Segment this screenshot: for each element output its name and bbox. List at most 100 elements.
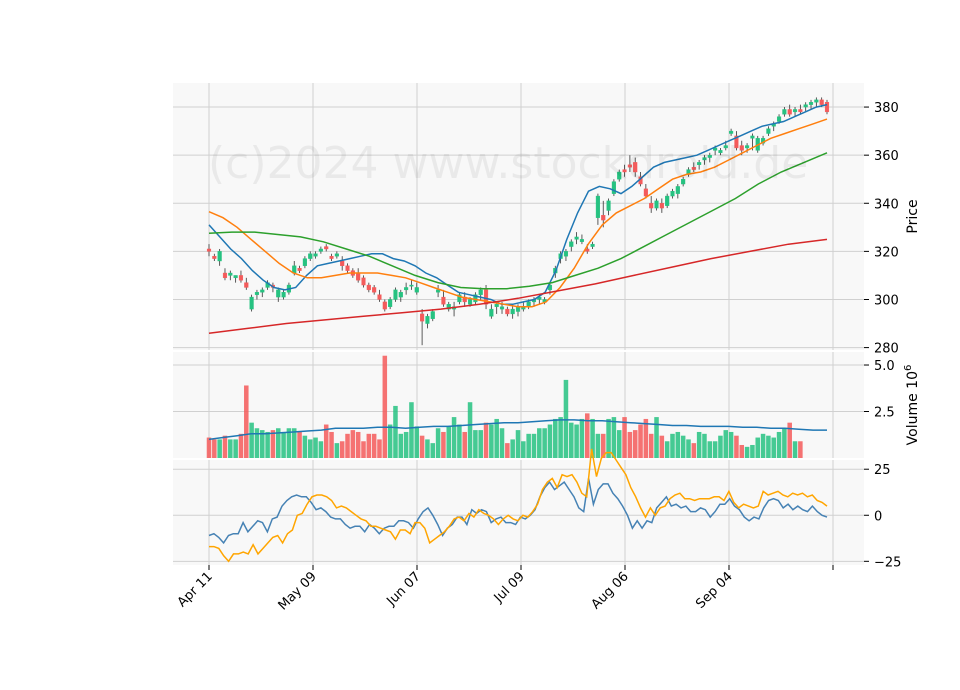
volume-bar-106 bbox=[771, 437, 776, 458]
candle-body-100 bbox=[739, 145, 744, 151]
candle-body-51 bbox=[478, 289, 483, 295]
volume-bar-40 bbox=[419, 435, 425, 458]
volume-bar-100 bbox=[739, 444, 745, 458]
volume-bar-27 bbox=[350, 430, 356, 458]
volume-bar-62 bbox=[537, 428, 542, 458]
candle-body-87 bbox=[670, 191, 675, 197]
volume-bar-92 bbox=[696, 431, 702, 458]
candle-body-112 bbox=[803, 104, 808, 108]
candle-body-13 bbox=[276, 289, 281, 298]
volume-bar-33 bbox=[382, 355, 388, 458]
candle-body-82 bbox=[643, 188, 648, 197]
volume-bar-44 bbox=[441, 431, 446, 458]
candle-body-49 bbox=[467, 299, 473, 305]
volume-bar-22 bbox=[323, 424, 329, 458]
volume-bar-98 bbox=[728, 431, 734, 458]
volume-bar-69 bbox=[574, 424, 579, 458]
candle-body-50 bbox=[473, 294, 478, 303]
candle-body-73 bbox=[595, 195, 600, 218]
candle-body-8 bbox=[249, 296, 254, 310]
candle-body-34 bbox=[388, 299, 393, 307]
volume-bar-79 bbox=[627, 431, 633, 458]
volume-bar-64 bbox=[547, 424, 553, 458]
volume-bar-17 bbox=[297, 431, 302, 458]
volume-bar-39 bbox=[414, 426, 420, 458]
oscillator-panel-background bbox=[173, 460, 864, 565]
candle-body-26 bbox=[345, 265, 350, 271]
volume-bar-30 bbox=[366, 433, 372, 458]
candle-body-19 bbox=[308, 253, 313, 259]
price-axis-title: Price bbox=[905, 199, 921, 233]
candle-body-7 bbox=[244, 282, 249, 288]
candle-body-91 bbox=[691, 166, 696, 170]
candle-body-17 bbox=[297, 268, 302, 271]
x-tick-label-1: May 09 bbox=[276, 569, 320, 613]
candle-body-14 bbox=[281, 292, 286, 298]
volume-bar-55 bbox=[499, 428, 505, 458]
volume-bar-52 bbox=[483, 422, 489, 458]
candle-body-1 bbox=[212, 255, 217, 259]
volume-bar-68 bbox=[569, 422, 574, 458]
volume-bar-57 bbox=[510, 439, 515, 458]
candle-body-79 bbox=[627, 164, 632, 168]
volume-bar-0 bbox=[206, 437, 212, 458]
candle-body-83 bbox=[649, 203, 654, 209]
moving-average-line-4 bbox=[208, 238, 828, 334]
volume-bar-91 bbox=[691, 443, 697, 458]
candle-body-44 bbox=[441, 296, 446, 305]
volume-bar-81 bbox=[638, 424, 643, 458]
volume-bar-34 bbox=[387, 424, 393, 458]
candle-body-47 bbox=[457, 294, 462, 303]
candle-body-99 bbox=[734, 135, 739, 149]
volume-bar-53 bbox=[489, 424, 494, 458]
volume-bar-77 bbox=[616, 430, 622, 458]
candle-body-22 bbox=[324, 246, 329, 250]
volume-bar-9 bbox=[254, 428, 260, 458]
volume-bar-1 bbox=[212, 439, 217, 458]
candle-body-35 bbox=[393, 289, 398, 300]
volume-bar-61 bbox=[531, 433, 537, 458]
volume-bar-42 bbox=[430, 443, 436, 458]
volume-bar-72 bbox=[590, 418, 595, 458]
x-tick-label-5: Sep 04 bbox=[693, 569, 736, 612]
volume-bar-35 bbox=[393, 405, 398, 458]
volume-bar-58 bbox=[515, 430, 521, 458]
candle-body-39 bbox=[414, 287, 419, 293]
chart-panels: 280 300 320 340 360 380 Price 2.5 5.0 Volume 106 −… bbox=[173, 83, 921, 613]
candle-body-77 bbox=[617, 171, 622, 180]
x-tick-label-3: Jul 09 bbox=[491, 569, 528, 606]
volume-bar-36 bbox=[398, 433, 404, 458]
volume-bar-78 bbox=[622, 417, 627, 458]
volume-bar-99 bbox=[734, 435, 739, 458]
candle-body-40 bbox=[420, 313, 425, 322]
volume-bar-95 bbox=[712, 441, 718, 458]
volume-bar-88 bbox=[675, 431, 681, 458]
candle-body-24 bbox=[334, 253, 339, 257]
candle-body-0 bbox=[206, 248, 212, 252]
candle-body-43 bbox=[436, 289, 441, 293]
volume-bar-110 bbox=[792, 441, 798, 458]
volume-bar-84 bbox=[654, 417, 659, 458]
candle-body-67 bbox=[563, 251, 569, 257]
volume-bar-66 bbox=[558, 417, 563, 458]
candle-body-54 bbox=[494, 304, 499, 307]
volume-bar-5 bbox=[233, 439, 238, 458]
volume-bar-65 bbox=[553, 418, 558, 458]
volume-bar-102 bbox=[750, 444, 755, 458]
volume-bar-60 bbox=[526, 433, 531, 458]
volume-bar-82 bbox=[643, 418, 649, 458]
volume-bar-16 bbox=[291, 428, 297, 458]
volume-bar-96 bbox=[718, 435, 723, 458]
volume-bar-63 bbox=[542, 428, 547, 458]
volume-bar-45 bbox=[446, 426, 452, 458]
candle-body-41 bbox=[425, 316, 430, 324]
candle-body-70 bbox=[579, 239, 584, 242]
volume-bar-32 bbox=[377, 439, 382, 458]
volume-bar-51 bbox=[478, 430, 483, 458]
price-panel-background bbox=[173, 83, 864, 350]
volume-bar-46 bbox=[451, 417, 457, 458]
volume-bar-19 bbox=[307, 439, 313, 458]
candle-body-116 bbox=[824, 102, 830, 113]
candle-body-114 bbox=[814, 99, 819, 103]
